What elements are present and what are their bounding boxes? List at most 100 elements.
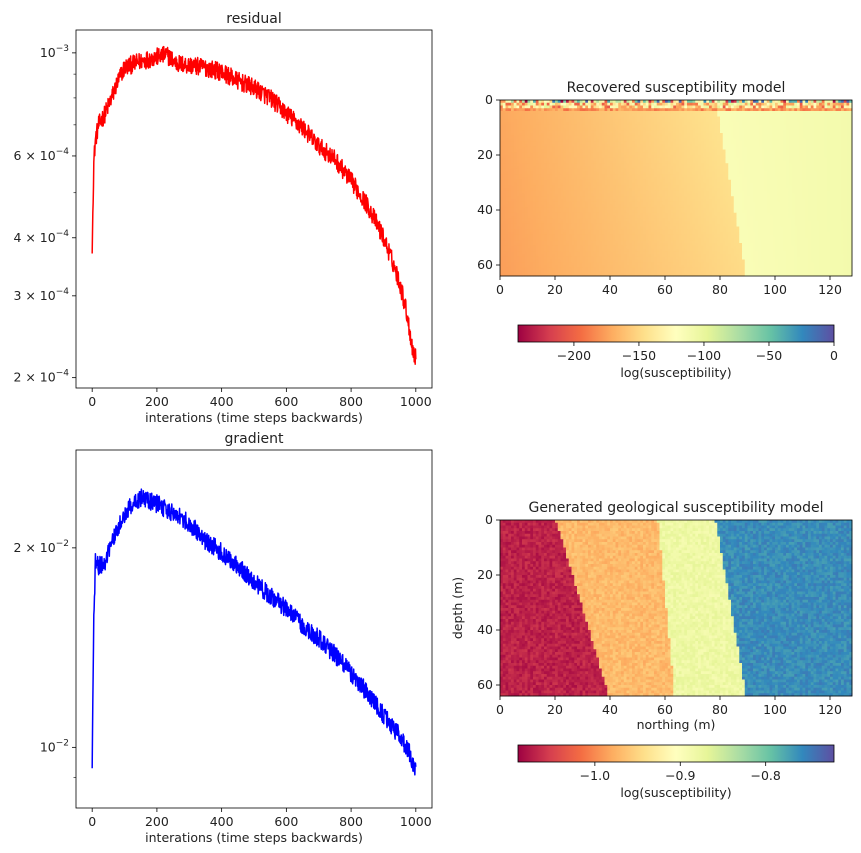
recovered-cell xyxy=(739,135,743,139)
recovered-cell xyxy=(659,127,663,131)
recovered-cell xyxy=(747,149,751,153)
recovered-cell xyxy=(640,100,644,104)
recovered-cell xyxy=(780,193,784,197)
recovered-cell xyxy=(626,135,630,139)
recovered-cell xyxy=(766,190,770,194)
recovered-cell xyxy=(544,179,548,183)
recovered-cell xyxy=(574,182,578,186)
recovered-cell xyxy=(588,146,592,150)
recovered-cell xyxy=(530,135,534,139)
recovered-cell xyxy=(788,166,792,170)
recovered-cell xyxy=(568,116,572,120)
recovered-cell xyxy=(596,124,600,128)
recovered-cell xyxy=(824,168,828,172)
recovered-cell xyxy=(678,119,682,123)
recovered-cell xyxy=(684,124,688,128)
recovered-cell xyxy=(574,116,578,120)
recovered-cell xyxy=(590,108,594,112)
recovered-cell xyxy=(665,166,669,170)
recovered-cell xyxy=(761,133,765,137)
recovered-cell xyxy=(816,160,820,164)
recovered-cell xyxy=(637,155,641,159)
recovered-cell xyxy=(571,166,575,170)
recovered-cell xyxy=(546,133,550,137)
recovered-cell xyxy=(709,190,713,194)
recovered-cell xyxy=(819,116,823,120)
recovered-cell xyxy=(761,122,765,126)
recovered-cell xyxy=(555,174,559,178)
recovered-cell xyxy=(568,119,572,123)
recovered-cell xyxy=(841,163,845,167)
recovered-cell xyxy=(579,188,583,192)
recovered-cell xyxy=(816,149,820,153)
recovered-cell xyxy=(662,133,666,137)
recovered-cell xyxy=(824,135,828,139)
recovered-cell xyxy=(695,160,699,164)
recovered-cell xyxy=(541,149,545,153)
recovered-cell xyxy=(524,168,528,172)
recovered-cell xyxy=(555,116,559,120)
recovered-cell xyxy=(645,149,649,153)
recovered-cell xyxy=(777,188,781,192)
recovered-cell xyxy=(747,177,751,181)
recovered-cell xyxy=(821,138,825,142)
recovered-cell xyxy=(629,193,633,197)
recovered-cell xyxy=(599,102,603,106)
recovered-cell xyxy=(665,111,669,115)
recovered-cell xyxy=(544,193,548,197)
recovered-cell xyxy=(555,122,559,126)
recovered-cell xyxy=(841,174,845,178)
recovered-cell xyxy=(681,193,685,197)
recovered-cell xyxy=(676,193,680,197)
recovered-cell xyxy=(557,179,561,183)
recovered-cell xyxy=(849,127,853,131)
recovered-cell xyxy=(502,196,506,200)
recovered-cell xyxy=(544,188,548,192)
recovered-cell xyxy=(786,133,790,137)
recovered-cell xyxy=(505,152,509,156)
recovered-cell xyxy=(742,105,746,109)
recovered-cell xyxy=(678,155,682,159)
recovered-cell xyxy=(524,127,528,131)
recovered-cell xyxy=(846,177,850,181)
recovered-cell xyxy=(522,157,526,161)
recovered-cell xyxy=(535,166,539,170)
recovered-cell xyxy=(750,127,754,131)
recovered-cell xyxy=(692,179,696,183)
recovered-cell xyxy=(524,171,528,175)
recovered-cell xyxy=(838,155,842,159)
recovered-cell xyxy=(838,102,842,106)
recovered-cell xyxy=(524,160,528,164)
recovered-cell xyxy=(618,193,622,197)
recovered-cell xyxy=(670,122,674,126)
recovered-cell xyxy=(670,102,674,106)
recovered-cell xyxy=(577,199,581,203)
recovered-cell xyxy=(623,199,627,203)
recovered-cell xyxy=(764,133,768,137)
recovered-cell xyxy=(524,100,528,104)
recovered-cell xyxy=(783,124,787,128)
recovered-cell xyxy=(549,116,553,120)
recovered-cell xyxy=(777,133,781,137)
recovered-cell xyxy=(797,100,801,104)
recovered-cell xyxy=(695,135,699,139)
recovered-cell xyxy=(601,102,605,106)
recovered-cell xyxy=(799,105,803,109)
recovered-cell xyxy=(634,166,638,170)
recovered-cell xyxy=(610,179,614,183)
recovered-cell xyxy=(703,119,707,123)
recovered-cell xyxy=(629,124,633,128)
recovered-cell xyxy=(775,105,779,109)
recovered-cell xyxy=(739,122,743,126)
recovered-cell xyxy=(742,152,746,156)
recovered-cell xyxy=(676,130,680,134)
recovered-cell xyxy=(747,105,751,109)
recovered-cell xyxy=(758,100,762,104)
recovered-cell xyxy=(670,100,674,104)
recovered-cell xyxy=(549,124,553,128)
recovered-cell xyxy=(618,100,622,104)
recovered-cell xyxy=(703,204,707,208)
recovered-cell xyxy=(522,105,526,109)
recovered-cell xyxy=(684,171,688,175)
recovered-cell xyxy=(832,135,836,139)
